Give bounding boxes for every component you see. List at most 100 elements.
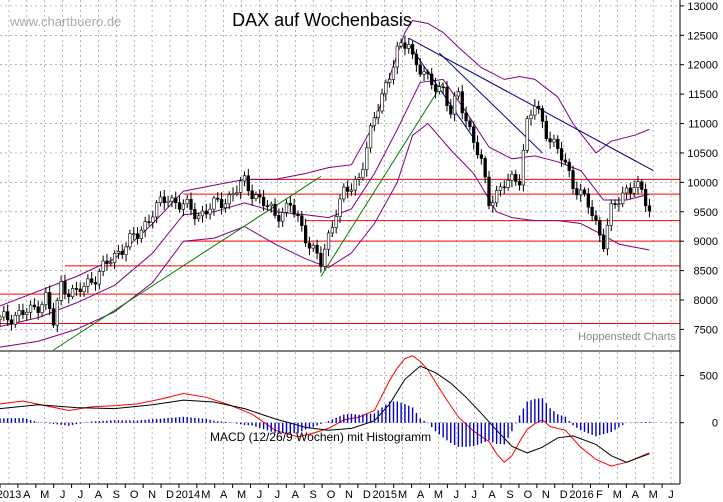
candle-down — [479, 154, 483, 159]
candle-down — [559, 148, 564, 161]
candle-up — [223, 203, 228, 208]
candle-up — [372, 117, 377, 127]
time-label: J — [60, 489, 66, 501]
candle-up — [82, 285, 86, 293]
candle-down — [567, 161, 571, 171]
price-tick-label: 9500 — [694, 207, 718, 219]
price-tick-label: 12500 — [687, 30, 718, 42]
candle-down — [74, 288, 79, 290]
time-label: D — [363, 489, 371, 501]
candle-up — [525, 118, 529, 151]
time-axis: 2013AMJJASOND2014MAMJJASOND2015MAMJJASON… — [0, 484, 674, 501]
time-label: M — [398, 489, 407, 501]
candle-down — [189, 198, 193, 210]
candle-up — [200, 210, 205, 217]
time-label: J — [668, 489, 674, 501]
candle-up — [617, 203, 621, 205]
candle-down — [563, 159, 568, 163]
time-label: J — [471, 489, 477, 501]
candle-up — [154, 202, 159, 218]
time-label: J — [78, 489, 84, 501]
candle-up — [452, 95, 457, 115]
candle-down — [300, 215, 304, 226]
candle-up — [227, 194, 231, 205]
macd-tick-label: 500 — [700, 371, 718, 383]
candle-up — [124, 246, 128, 255]
signal-line — [0, 365, 650, 463]
candle-down — [426, 71, 430, 75]
candle-up — [529, 114, 533, 119]
candle-down — [441, 86, 445, 89]
time-label: J — [454, 489, 460, 501]
candle-down — [319, 252, 323, 267]
candle-up — [399, 42, 403, 47]
price-tick-label: 10000 — [687, 177, 718, 189]
candle-down — [105, 260, 109, 264]
price-tick-label: 8000 — [694, 295, 718, 307]
price-tick-label: 7500 — [694, 324, 718, 336]
candle-down — [544, 121, 548, 139]
candle-down — [628, 187, 632, 194]
time-label: N — [148, 489, 156, 501]
candle-down — [273, 203, 277, 216]
candle-up — [17, 310, 21, 316]
time-label: A — [632, 489, 640, 501]
time-label: O — [524, 489, 533, 501]
macd-tick-label: 0 — [712, 418, 718, 430]
candle-down — [63, 281, 67, 295]
candle-up — [242, 175, 247, 182]
candle-up — [365, 147, 369, 170]
candle-up — [109, 262, 113, 264]
candle-up — [334, 216, 338, 228]
time-label: 2013 — [0, 489, 21, 501]
macd-axis: 500 0 — [680, 371, 718, 430]
candle-up — [55, 300, 59, 326]
candle-up — [70, 288, 75, 297]
candle-up — [326, 232, 331, 250]
price-axis: 7500 8000 8500 9000 9500 10000 10500 11000 11500… — [680, 1, 718, 336]
candle-down — [177, 202, 182, 210]
time-label: A — [488, 489, 496, 501]
candle-down — [78, 288, 82, 293]
candle-down — [261, 196, 266, 206]
candle-down — [292, 204, 296, 215]
candle-up — [376, 110, 380, 118]
candle-down — [147, 221, 151, 223]
candle-down — [265, 205, 270, 207]
time-label: D — [560, 489, 568, 501]
time-label: M — [237, 489, 246, 501]
candle-down — [403, 42, 407, 49]
price-tick-label: 8500 — [694, 266, 718, 278]
price-tick-label: 11500 — [688, 89, 718, 101]
price-panel — [0, 0, 680, 350]
candle-up — [158, 196, 163, 204]
candle-down — [9, 319, 14, 325]
time-label: D — [166, 489, 174, 501]
candle-up — [621, 192, 625, 204]
candle-down — [307, 242, 312, 249]
candle-up — [380, 93, 384, 112]
candle-up — [239, 180, 243, 193]
candle-down — [613, 203, 617, 205]
candle-down — [586, 193, 590, 208]
candle-down — [464, 112, 468, 122]
candle-down — [598, 220, 602, 236]
candle-up — [311, 244, 315, 249]
candle-down — [590, 206, 594, 216]
candle-down — [219, 199, 224, 208]
candle-up — [13, 314, 17, 325]
time-label: F — [596, 489, 603, 501]
candle-up — [388, 78, 392, 83]
candle-up — [579, 189, 583, 196]
candle-up — [491, 202, 495, 206]
candle-down — [21, 310, 25, 316]
macd-label: MACD (12/26/9 Wochen) mit Histogramm — [210, 430, 431, 444]
candle-down — [250, 190, 254, 199]
price-tick-label: 11000 — [688, 119, 718, 131]
candle-down — [594, 215, 598, 221]
time-label: O — [130, 489, 139, 501]
candle-up — [330, 227, 334, 234]
candle-up — [128, 233, 132, 248]
candle-down — [472, 126, 476, 143]
candle-down — [315, 244, 319, 254]
